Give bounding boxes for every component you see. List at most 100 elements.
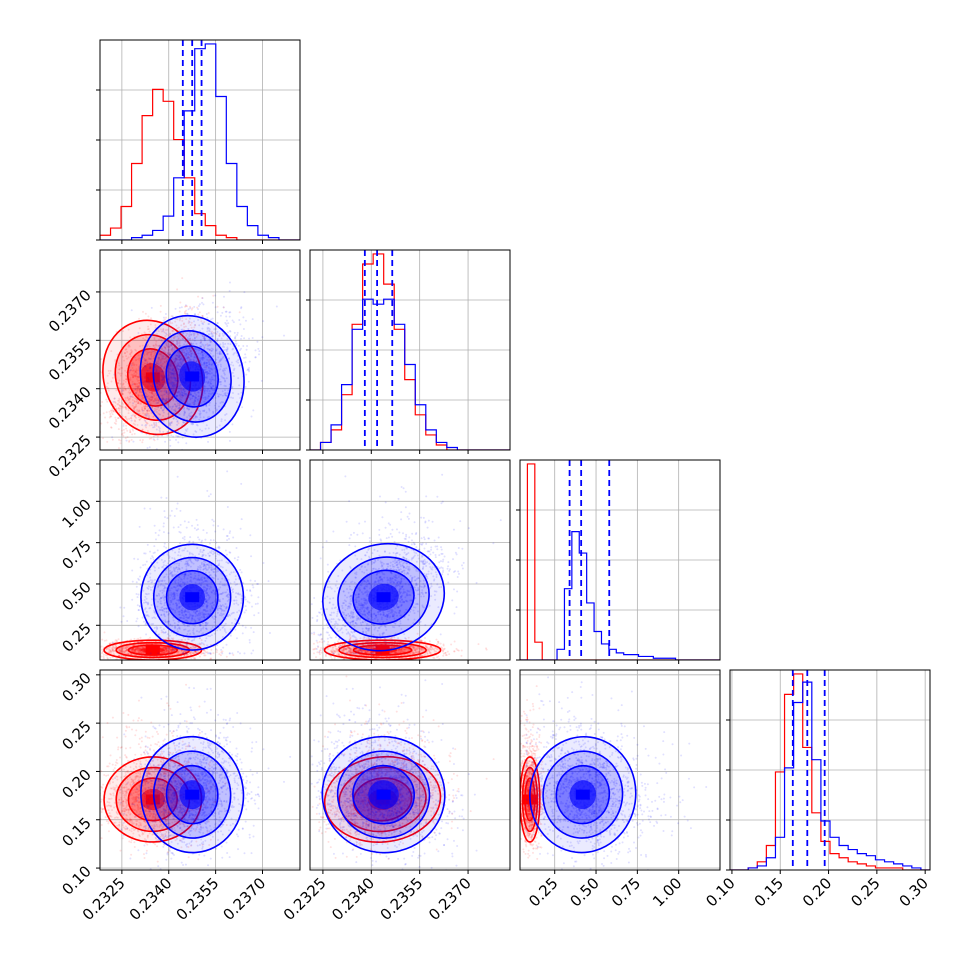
red-sample-point: [97, 650, 99, 652]
red-sample-point: [129, 336, 132, 339]
red-sample-point: [165, 392, 168, 395]
red-sample-point: [141, 428, 144, 431]
blue-sample-point: [137, 593, 140, 596]
blue-sample-point: [232, 321, 235, 324]
red-sample-point: [149, 396, 152, 399]
red-sample-point: [176, 355, 179, 358]
blue-sample-point: [129, 395, 132, 398]
red-sample-point: [162, 414, 165, 417]
red-sample-point: [172, 367, 175, 370]
red-sample-point: [176, 367, 179, 370]
red-sample-point: [165, 359, 168, 362]
red-sample-point: [152, 355, 155, 358]
red-sample-point: [175, 358, 178, 361]
red-sample-point: [162, 393, 165, 396]
red-sample-point: [210, 330, 213, 333]
red-sample-point: [153, 338, 156, 341]
red-sample-point: [177, 422, 180, 425]
red-sample-point: [147, 389, 150, 392]
blue-sample-point: [145, 633, 148, 636]
red-sample-point: [134, 370, 137, 373]
blue-sample-point: [153, 421, 156, 424]
red-sample-point: [132, 376, 135, 379]
blue-sample-point: [207, 440, 210, 443]
red-sample-point: [193, 334, 196, 337]
red-sample-point: [91, 646, 93, 648]
red-sample-point: [151, 392, 154, 395]
blue-sample-point: [121, 389, 124, 392]
blue-sample-point: [240, 232, 242, 234]
red-sample-point: [183, 325, 186, 328]
blue-sample-point: [221, 311, 224, 314]
red-sample-point: [207, 311, 210, 314]
red-sample-point: [163, 331, 166, 334]
red-sample-point: [134, 397, 137, 400]
red-sample-point: [85, 380, 87, 382]
blue-sample-point: [150, 306, 153, 309]
red-sample-point: [144, 412, 147, 415]
red-sample-point: [153, 350, 156, 353]
red-sample-point: [148, 400, 151, 403]
red-sample-point: [125, 427, 128, 430]
red-sample-point: [212, 294, 215, 297]
red-sample-point: [122, 388, 125, 391]
red-sample-point: [177, 365, 180, 368]
blue-sample-point: [134, 388, 137, 391]
blue-sample-point: [129, 362, 132, 365]
red-sample-point: [92, 640, 94, 642]
red-sample-point: [109, 412, 112, 415]
red-sample-point: [179, 301, 182, 304]
red-sample-point: [126, 418, 129, 421]
red-sample-point: [176, 363, 179, 366]
blue-sample-point: [187, 456, 189, 458]
red-sample-point: [175, 364, 178, 367]
blue-sample-point: [243, 652, 246, 655]
blue-sample-point: [233, 331, 236, 334]
blue-sample-point: [228, 315, 231, 318]
red-sample-point: [127, 412, 130, 415]
blue-sample-point: [241, 406, 244, 409]
red-sample-point: [200, 320, 203, 323]
red-sample-point: [100, 358, 103, 361]
red-sample-point: [160, 330, 163, 333]
blue-sample-point: [229, 311, 232, 314]
red-sample-point: [128, 440, 131, 443]
blue-sample-point: [129, 648, 132, 651]
red-sample-point: [100, 655, 103, 658]
red-sample-point: [134, 383, 137, 386]
red-sample-point: [124, 380, 127, 383]
blue-sample-point: [225, 323, 228, 326]
red-sample-point: [129, 395, 132, 398]
blue-sample-point: [137, 641, 140, 644]
blue-sample-point: [166, 430, 169, 433]
red-sample-point: [157, 399, 160, 402]
red-sample-point: [101, 401, 104, 404]
red-sample-point: [144, 312, 147, 315]
red-sample-point: [134, 388, 137, 391]
blue-sample-point: [197, 536, 200, 539]
red-sample-point: [170, 363, 173, 366]
red-sample-point: [136, 376, 139, 379]
blue-sample-point: [164, 440, 167, 443]
red-sample-point: [106, 440, 109, 443]
blue-sample-point: [197, 305, 200, 308]
blue-sample-point: [227, 331, 230, 334]
red-sample-point: [117, 638, 120, 641]
red-sample-point: [187, 322, 190, 325]
blue-sample-point: [136, 398, 139, 401]
blue-sample-point: [225, 319, 228, 322]
blue-sample-point: [130, 414, 133, 417]
red-sample-point: [166, 370, 169, 373]
red-sample-point: [132, 396, 135, 399]
red-sample-point: [134, 369, 137, 372]
red-sample-point: [156, 435, 159, 438]
red-sample-point: [147, 344, 150, 347]
red-sample-point: [127, 386, 130, 389]
red-sample-point: [155, 362, 158, 365]
blue-sample-point: [131, 598, 134, 601]
blue-sample-point: [236, 558, 239, 561]
red-sample-point: [156, 333, 159, 336]
red-sample-point: [103, 639, 106, 642]
red-sample-point: [133, 400, 136, 403]
blue-sample-point: [205, 313, 208, 316]
